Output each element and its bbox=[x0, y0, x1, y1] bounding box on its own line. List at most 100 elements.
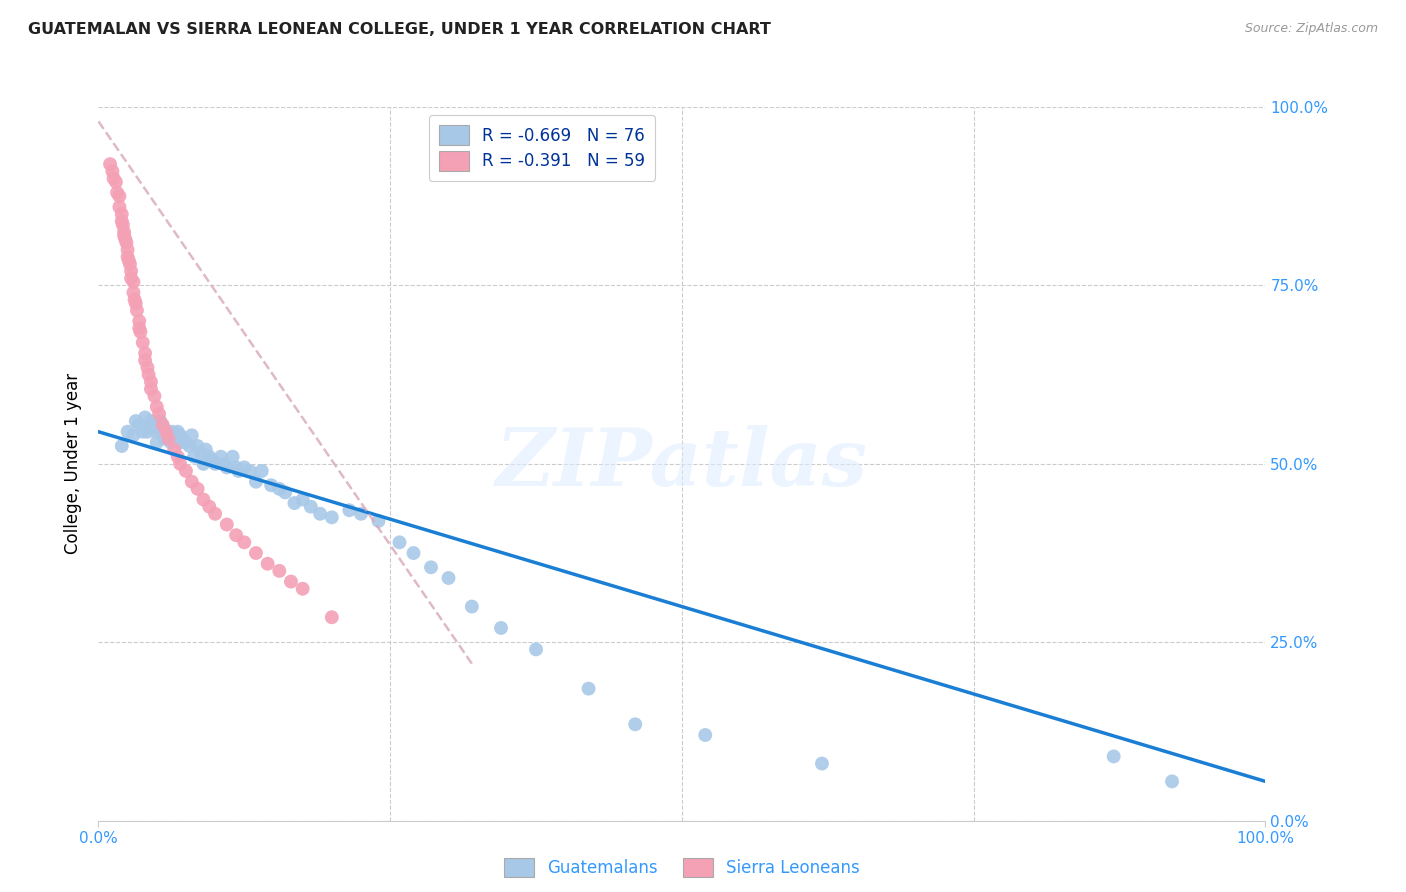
Point bbox=[233, 460, 256, 475]
Point bbox=[108, 200, 131, 214]
Point bbox=[122, 428, 145, 442]
Point bbox=[128, 321, 150, 335]
Point bbox=[157, 428, 180, 442]
Point bbox=[245, 546, 267, 560]
Point bbox=[111, 218, 134, 232]
Point bbox=[187, 482, 209, 496]
Point bbox=[250, 464, 273, 478]
Point bbox=[388, 535, 411, 549]
Point bbox=[166, 450, 188, 464]
Point bbox=[309, 507, 332, 521]
Point bbox=[134, 353, 156, 368]
Point bbox=[146, 425, 169, 439]
Point bbox=[280, 574, 302, 589]
Point bbox=[1102, 749, 1125, 764]
Point bbox=[155, 425, 177, 439]
Point bbox=[367, 514, 389, 528]
Point bbox=[139, 414, 162, 428]
Point bbox=[524, 642, 547, 657]
Point bbox=[198, 500, 221, 514]
Point bbox=[291, 492, 314, 507]
Point bbox=[193, 492, 215, 507]
Point bbox=[321, 610, 343, 624]
Point bbox=[180, 475, 202, 489]
Text: GUATEMALAN VS SIERRA LEONEAN COLLEGE, UNDER 1 YEAR CORRELATION CHART: GUATEMALAN VS SIERRA LEONEAN COLLEGE, UN… bbox=[28, 22, 770, 37]
Point bbox=[139, 375, 162, 389]
Point bbox=[215, 460, 238, 475]
Point bbox=[139, 382, 162, 396]
Point bbox=[142, 421, 165, 435]
Point bbox=[152, 417, 174, 432]
Point bbox=[125, 303, 148, 318]
Point bbox=[157, 432, 180, 446]
Point bbox=[112, 225, 135, 239]
Point bbox=[1161, 774, 1184, 789]
Point bbox=[134, 410, 156, 425]
Point bbox=[132, 425, 155, 439]
Point bbox=[152, 428, 174, 442]
Point bbox=[169, 428, 191, 442]
Point bbox=[111, 207, 134, 221]
Point bbox=[256, 557, 278, 571]
Text: Source: ZipAtlas.com: Source: ZipAtlas.com bbox=[1244, 22, 1378, 36]
Point bbox=[337, 503, 360, 517]
Point bbox=[117, 250, 139, 264]
Point bbox=[179, 439, 201, 453]
Point bbox=[209, 450, 232, 464]
Point bbox=[163, 428, 186, 442]
Point bbox=[136, 360, 159, 375]
Point bbox=[117, 243, 139, 257]
Point bbox=[101, 164, 124, 178]
Point bbox=[117, 425, 139, 439]
Point bbox=[143, 389, 166, 403]
Point bbox=[198, 450, 221, 464]
Point bbox=[122, 275, 145, 289]
Point bbox=[402, 546, 425, 560]
Point bbox=[138, 368, 160, 382]
Point bbox=[111, 439, 134, 453]
Point bbox=[183, 450, 205, 464]
Point bbox=[120, 264, 142, 278]
Point bbox=[103, 171, 125, 186]
Point bbox=[153, 432, 176, 446]
Point bbox=[143, 417, 166, 432]
Point bbox=[291, 582, 314, 596]
Point bbox=[111, 214, 134, 228]
Point bbox=[321, 510, 343, 524]
Point bbox=[149, 414, 172, 428]
Point bbox=[239, 464, 262, 478]
Point bbox=[695, 728, 717, 742]
Point bbox=[159, 435, 181, 450]
Point bbox=[274, 485, 297, 500]
Point bbox=[128, 314, 150, 328]
Point bbox=[129, 325, 152, 339]
Point bbox=[108, 189, 131, 203]
Point bbox=[489, 621, 512, 635]
Point bbox=[134, 346, 156, 360]
Point bbox=[98, 157, 121, 171]
Point bbox=[114, 232, 136, 246]
Point bbox=[299, 500, 322, 514]
Point bbox=[174, 464, 197, 478]
Point bbox=[118, 253, 141, 268]
Point bbox=[215, 517, 238, 532]
Point bbox=[194, 442, 217, 457]
Point bbox=[624, 717, 647, 731]
Point bbox=[146, 400, 169, 414]
Point bbox=[160, 425, 183, 439]
Y-axis label: College, Under 1 year: College, Under 1 year bbox=[65, 373, 83, 555]
Point bbox=[128, 417, 150, 432]
Point bbox=[221, 450, 243, 464]
Point bbox=[163, 442, 186, 457]
Point bbox=[260, 478, 283, 492]
Point bbox=[225, 528, 247, 542]
Point bbox=[578, 681, 600, 696]
Point bbox=[180, 428, 202, 442]
Point bbox=[269, 482, 291, 496]
Point bbox=[187, 439, 209, 453]
Point bbox=[350, 507, 373, 521]
Point bbox=[115, 235, 138, 250]
Point bbox=[283, 496, 305, 510]
Point bbox=[120, 271, 142, 285]
Point bbox=[105, 186, 128, 200]
